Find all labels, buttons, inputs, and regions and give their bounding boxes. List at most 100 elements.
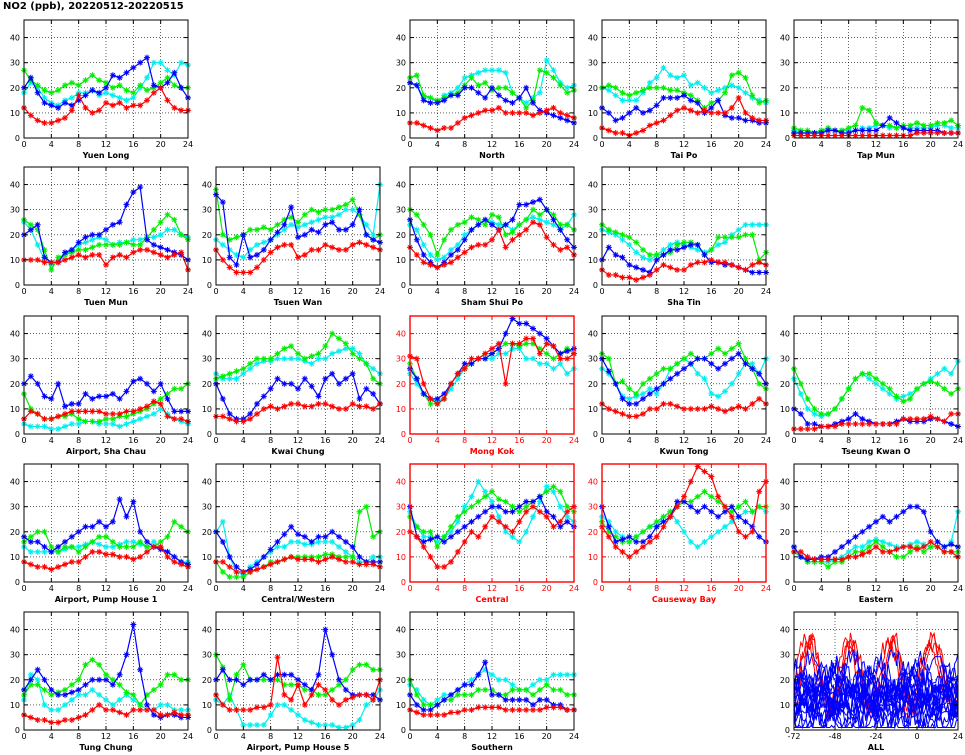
data-point-cyan: [34, 423, 41, 430]
data-point-blue: [475, 89, 482, 96]
data-point-blue: [681, 92, 687, 99]
data-point-cyan: [27, 423, 34, 430]
data-point-blue: [893, 119, 900, 126]
y-tick-label: 20: [588, 528, 598, 537]
data-point-blue: [75, 97, 82, 104]
data-point-green: [116, 543, 123, 550]
data-point-cyan: [34, 241, 41, 248]
data-point-blue: [633, 400, 640, 407]
data-point-blue: [274, 375, 281, 382]
data-point-red: [349, 400, 356, 407]
data-point-red: [708, 256, 715, 263]
data-point-blue: [756, 533, 763, 540]
data-point-blue: [130, 498, 137, 505]
data-point-blue: [363, 385, 370, 392]
data-point-cyan: [178, 706, 185, 713]
data-point-cyan: [735, 84, 742, 91]
data-point-green: [274, 350, 281, 357]
y-tick-label: 10: [202, 405, 212, 414]
data-point-cyan: [315, 216, 322, 223]
data-point-green: [315, 350, 322, 357]
data-point-cyan: [254, 360, 260, 367]
data-point-blue: [164, 246, 171, 253]
series-line-red: [601, 465, 767, 558]
data-point-blue: [667, 94, 674, 101]
y-tick-label: 40: [10, 34, 20, 43]
data-point-green: [482, 493, 489, 500]
data-point-cyan: [948, 370, 955, 377]
data-point-blue: [495, 92, 502, 99]
y-tick-label: 0: [207, 578, 212, 587]
data-point-cyan: [288, 221, 295, 228]
data-point-blue: [701, 503, 708, 510]
data-point-red: [454, 254, 461, 261]
data-point-green: [482, 79, 489, 86]
data-point-cyan: [342, 345, 349, 352]
data-point-blue: [502, 97, 509, 104]
data-point-cyan: [116, 94, 123, 101]
data-point-green: [667, 508, 674, 515]
data-point-cyan: [62, 423, 68, 430]
data-point-green: [123, 543, 130, 550]
data-point-red: [109, 254, 116, 261]
x-tick-label: 0: [791, 584, 796, 593]
data-point-blue: [482, 216, 489, 223]
data-point-red: [420, 711, 427, 718]
y-tick-label: 20: [10, 528, 20, 537]
data-point-green: [468, 691, 475, 698]
y-tick-label: 30: [202, 503, 212, 512]
data-point-blue: [427, 536, 434, 543]
data-point-red: [89, 408, 96, 415]
data-point-red: [441, 563, 448, 570]
data-point-red: [295, 681, 301, 688]
data-point-green: [178, 676, 185, 683]
x-tick-label: 24: [183, 140, 193, 149]
data-point-cyan: [144, 413, 150, 420]
data-point-cyan: [687, 82, 694, 89]
data-point-red: [742, 405, 749, 412]
data-point-blue: [804, 420, 811, 427]
panel-title: Southern: [471, 743, 513, 752]
data-point-cyan: [482, 67, 489, 74]
data-point-blue: [495, 503, 502, 510]
station-curve: [793, 648, 959, 724]
data-point-red: [103, 706, 109, 713]
data-point-red: [550, 104, 557, 111]
data-point-green: [82, 418, 89, 425]
data-point-green: [756, 503, 763, 510]
data-point-red: [226, 264, 233, 271]
y-tick-label: 0: [15, 134, 20, 143]
data-point-red: [557, 246, 564, 253]
data-point-cyan: [708, 390, 715, 397]
data-point-red: [130, 556, 137, 563]
data-point-red: [123, 711, 130, 718]
data-point-red: [260, 704, 267, 711]
data-point-red: [557, 355, 564, 362]
data-point-red: [109, 410, 116, 417]
data-point-blue: [281, 221, 288, 228]
data-point-red: [288, 553, 295, 560]
data-point-blue: [103, 393, 109, 400]
data-point-red: [274, 405, 281, 412]
data-point-red: [137, 706, 144, 713]
data-point-green: [687, 92, 694, 99]
data-point-red: [873, 543, 879, 550]
data-point-green: [322, 343, 329, 350]
data-point-green: [413, 211, 420, 218]
x-tick-label: 20: [542, 584, 552, 593]
data-point-cyan: [41, 548, 48, 555]
data-point-blue: [308, 383, 315, 390]
data-point-green: [301, 355, 308, 362]
data-point-green: [48, 266, 55, 273]
y-tick-label: 30: [588, 503, 598, 512]
data-point-red: [825, 423, 832, 430]
data-point-blue: [178, 408, 185, 415]
data-point-cyan: [82, 691, 89, 698]
y-tick-label: 40: [780, 626, 790, 635]
x-tick-label: 24: [183, 732, 193, 741]
data-point-blue: [123, 69, 130, 76]
x-tick-label: 12: [871, 140, 881, 149]
data-point-blue: [150, 711, 157, 718]
data-point-red: [832, 556, 838, 563]
